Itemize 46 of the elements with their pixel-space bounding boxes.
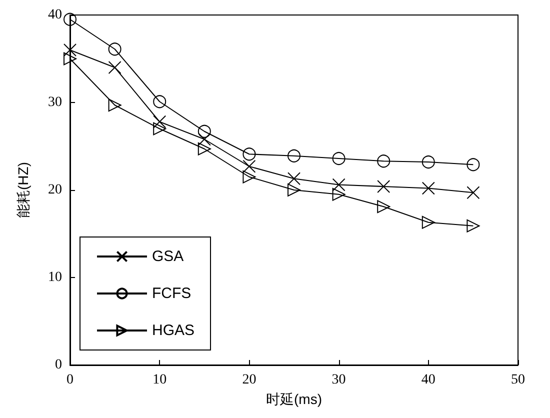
point: [466, 186, 480, 200]
point: [153, 115, 166, 128]
point: [198, 124, 211, 138]
point: [242, 170, 256, 184]
legend-label: GSA: [152, 248, 184, 265]
point: [108, 61, 122, 74]
point: [288, 149, 300, 162]
point: [153, 95, 166, 108]
point: [198, 142, 211, 156]
point: [242, 160, 256, 173]
x-tick-label: 40: [421, 372, 436, 388]
point: [332, 188, 346, 201]
point: [108, 98, 122, 112]
point: [466, 219, 480, 232]
x-tick-label: 20: [242, 372, 256, 388]
point: [64, 52, 76, 66]
point: [422, 216, 435, 229]
y-tick-label: 40: [48, 8, 62, 22]
y-tick-label: 20: [48, 182, 62, 198]
y-tick-label: 30: [48, 95, 62, 110]
point: [422, 182, 435, 195]
x-tick-label: 30: [332, 372, 346, 388]
x-tick-label: 10: [152, 372, 167, 388]
point: [377, 154, 390, 168]
point: [288, 172, 300, 186]
point: [332, 178, 346, 192]
x-axis-title: 时延(ms): [266, 390, 322, 407]
point: [64, 44, 76, 56]
y-axis-title: 能耗(HZ): [15, 162, 31, 218]
point: [422, 156, 435, 168]
point: [198, 132, 211, 146]
y-tick-label: 10: [48, 270, 62, 285]
x-tick-label: 0: [66, 372, 74, 388]
x-tick-label: 50: [511, 372, 525, 388]
point: [377, 180, 390, 193]
point: [242, 148, 256, 161]
point: [466, 158, 480, 172]
legend-label: FCFS: [152, 285, 192, 302]
point: [153, 122, 166, 136]
y-tick-label: 0: [55, 358, 62, 372]
point: [64, 12, 76, 26]
point: [332, 152, 346, 165]
point: [108, 42, 122, 56]
point: [377, 200, 390, 214]
legend-label: HGAS: [152, 322, 195, 339]
point: [288, 184, 300, 196]
